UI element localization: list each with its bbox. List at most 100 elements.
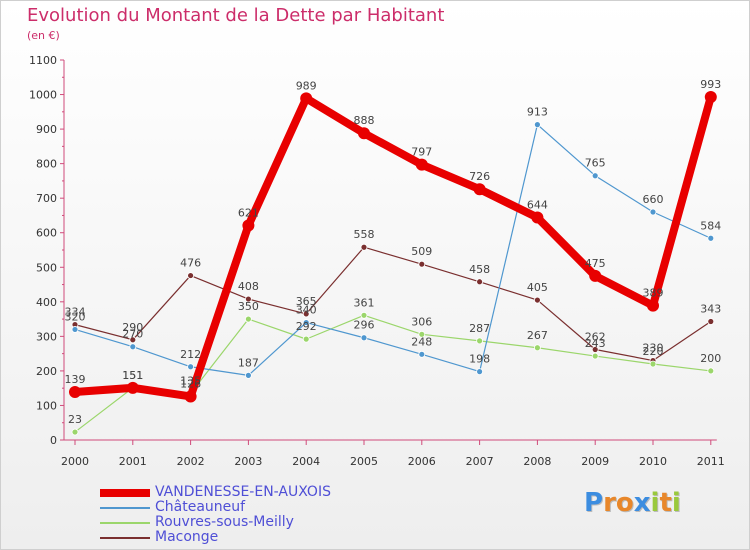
data-label: 989 xyxy=(296,79,317,92)
data-label: 765 xyxy=(585,157,606,170)
data-point xyxy=(302,335,310,343)
data-label: 270 xyxy=(122,328,143,341)
legend-swatch-chateauneuf xyxy=(100,507,150,509)
data-point xyxy=(534,121,541,128)
data-point xyxy=(473,183,486,196)
data-label: 365 xyxy=(296,295,317,308)
x-tick-label: 2009 xyxy=(581,455,609,468)
legend-swatch-vandenesse xyxy=(100,489,150,497)
y-tick-label: 700 xyxy=(36,192,57,205)
data-point xyxy=(476,278,484,286)
data-point xyxy=(707,318,715,325)
x-tick-label: 2007 xyxy=(466,455,494,468)
data-label: 343 xyxy=(700,303,721,316)
logo-letter: x xyxy=(633,488,651,518)
series-line-0 xyxy=(71,92,715,401)
data-point xyxy=(71,326,79,333)
x-tick-label: 2000 xyxy=(61,455,89,468)
data-label: 151 xyxy=(122,369,143,382)
chart-subtitle: (en €) xyxy=(27,29,60,42)
legend-item-rouvres: Rouvres-sous-Meilly xyxy=(100,514,420,531)
data-label: 458 xyxy=(469,263,490,276)
x-tick-label: 2004 xyxy=(292,455,320,468)
data-label: 248 xyxy=(411,335,432,348)
proxiti-logo: Proxiti xyxy=(584,488,681,518)
data-label: 296 xyxy=(354,319,375,332)
data-label: 621 xyxy=(238,206,259,219)
data-point xyxy=(707,234,715,242)
data-label: 350 xyxy=(238,300,259,313)
data-point xyxy=(418,260,426,268)
logo-letter: r xyxy=(603,488,616,518)
chart-title: Evolution du Montant de la Dette par Hab… xyxy=(27,5,445,26)
y-tick-label: 800 xyxy=(36,158,57,171)
data-label: 644 xyxy=(527,199,548,212)
chart-legend: VANDENESSE-EN-AUXOIS Châteauneuf Rouvres… xyxy=(100,484,420,546)
y-tick-label: 600 xyxy=(36,227,57,240)
y-tick-label: 200 xyxy=(36,365,57,378)
data-point xyxy=(589,269,602,282)
data-label: 23 xyxy=(68,413,82,426)
legend-swatch-rouvres xyxy=(100,522,150,524)
data-point xyxy=(591,346,599,353)
data-label: 200 xyxy=(700,352,721,365)
data-label: 292 xyxy=(296,320,317,333)
data-label: 476 xyxy=(180,257,201,270)
data-label: 212 xyxy=(180,348,201,361)
data-label: 334 xyxy=(65,306,86,319)
data-point xyxy=(187,272,195,279)
data-point xyxy=(591,352,599,360)
data-point xyxy=(244,295,252,303)
y-tick-label: 0 xyxy=(50,434,57,447)
data-point xyxy=(126,381,139,394)
data-point xyxy=(649,360,657,368)
legend-item-maconge: Maconge xyxy=(100,529,420,546)
data-label: 509 xyxy=(411,245,432,258)
data-label: 340 xyxy=(296,304,317,317)
data-point xyxy=(418,330,426,338)
data-label: 262 xyxy=(585,330,606,343)
data-point xyxy=(129,336,137,344)
data-label: 797 xyxy=(411,146,432,159)
data-point xyxy=(415,158,428,171)
legend-item-vandenesse: VANDENESSE-EN-AUXOIS xyxy=(100,484,420,501)
data-point xyxy=(531,211,544,224)
data-label: 306 xyxy=(411,315,432,328)
data-point xyxy=(300,92,313,105)
data-label: 139 xyxy=(65,373,86,386)
legend-label-maconge: Maconge xyxy=(155,529,219,545)
x-tick-label: 2008 xyxy=(523,455,551,468)
data-label: 726 xyxy=(469,170,490,183)
data-point xyxy=(242,219,255,232)
data-point xyxy=(71,428,79,436)
data-label: 290 xyxy=(122,321,143,334)
data-label: 243 xyxy=(585,337,606,350)
data-label: 475 xyxy=(585,257,606,270)
logo-letter: P xyxy=(584,488,604,518)
data-point xyxy=(649,208,657,216)
data-label: 584 xyxy=(700,219,721,232)
logo-letter: i xyxy=(650,488,660,518)
data-point xyxy=(418,350,426,358)
data-point xyxy=(244,315,252,323)
data-label: 660 xyxy=(643,193,664,206)
y-tick-label: 300 xyxy=(36,330,57,343)
data-label: 126 xyxy=(180,377,201,390)
data-point xyxy=(69,385,81,398)
data-label: 888 xyxy=(354,114,375,127)
data-point xyxy=(591,172,599,180)
data-label: 993 xyxy=(700,78,721,91)
data-label: 135 xyxy=(180,374,201,387)
data-label: 187 xyxy=(238,356,259,369)
series-line-3 xyxy=(74,246,712,362)
data-label: 198 xyxy=(469,353,490,366)
y-tick-label: 1100 xyxy=(29,54,57,67)
logo-letter: i xyxy=(671,488,681,518)
data-point xyxy=(534,296,541,304)
y-tick-label: 900 xyxy=(36,123,57,136)
data-label: 151 xyxy=(122,369,143,382)
x-tick-label: 2005 xyxy=(350,455,378,468)
data-point xyxy=(476,368,484,376)
y-tick-label: 100 xyxy=(36,399,57,412)
